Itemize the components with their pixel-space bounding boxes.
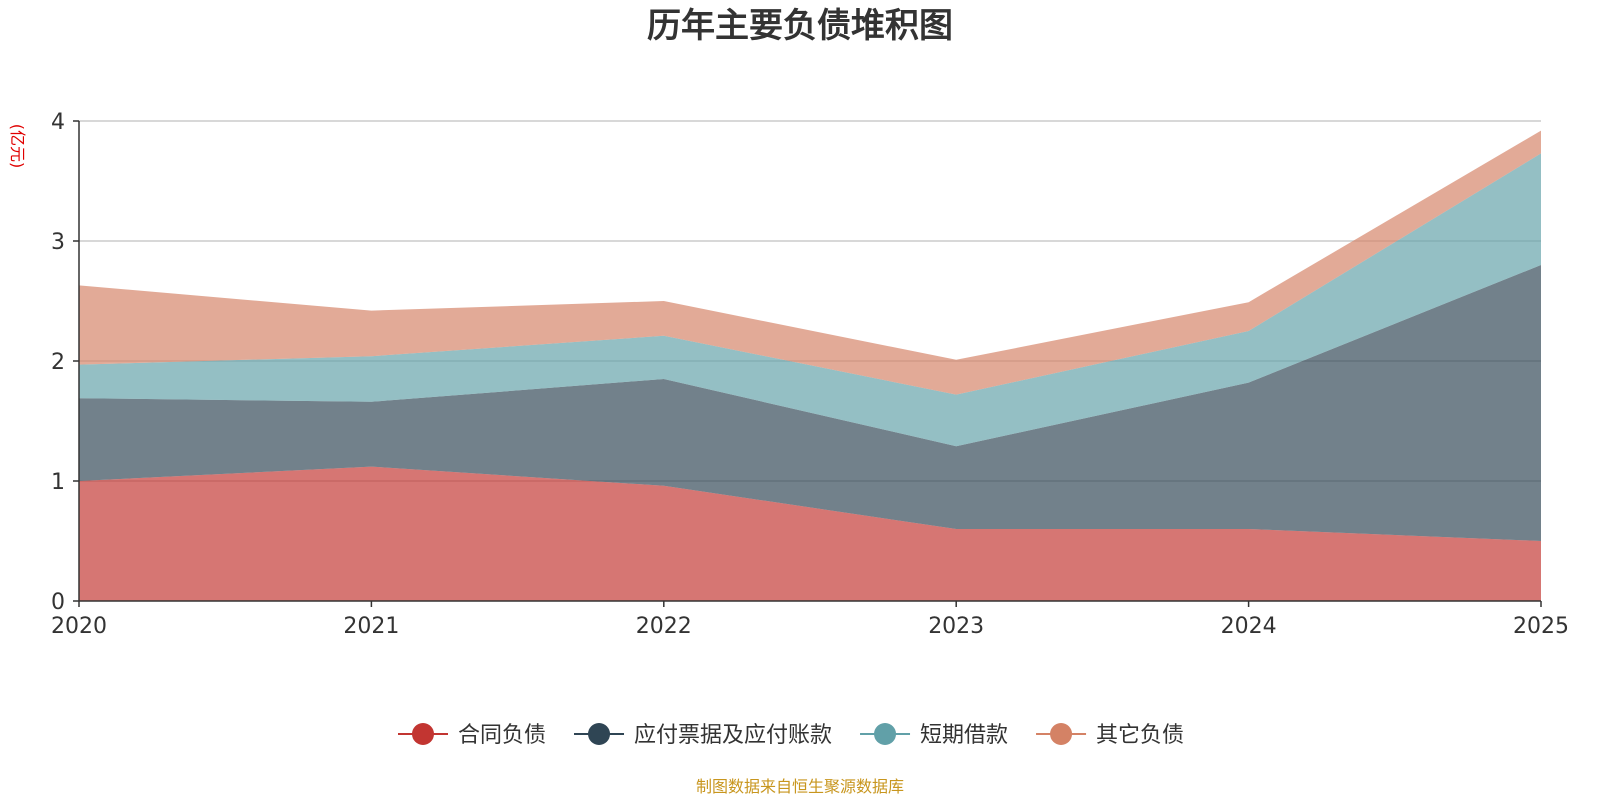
chart-title: 历年主要负债堆积图 (647, 6, 953, 46)
y-tick-label: 1 (51, 470, 65, 495)
area-series-group (79, 130, 1541, 601)
area-series-4 (79, 130, 1541, 395)
legend: 合同负债 应付票据及应付账款 短期借款 其它负债 (398, 723, 1184, 748)
legend-item: 其它负债 (1036, 723, 1184, 748)
x-tick-label: 2021 (343, 614, 399, 639)
legend-item: 应付票据及应付账款 (574, 723, 832, 748)
legend-marker (1050, 723, 1073, 745)
y-tick-label: 0 (51, 590, 65, 615)
legend-label: 短期借款 (920, 723, 1008, 748)
area-series-1 (79, 466, 1541, 601)
x-tick-label: 2020 (51, 614, 107, 639)
axes: 0 1 2 3 4 2020 2021 2022 2023 2024 2025 (51, 110, 1569, 639)
x-tick-label: 2024 (1221, 614, 1277, 639)
legend-label: 应付票据及应付账款 (634, 723, 832, 748)
area-series-2 (79, 265, 1541, 541)
legend-item: 合同负债 (398, 723, 546, 748)
y-tick-label: 2 (51, 350, 65, 375)
legend-item: 短期借款 (860, 723, 1008, 748)
source-note: 制图数据来自恒生聚源数据库 (696, 777, 904, 796)
x-tick-label: 2025 (1513, 614, 1569, 639)
legend-label: 合同负债 (458, 723, 546, 748)
area-series-3 (79, 153, 1541, 447)
legend-label: 其它负债 (1096, 723, 1184, 748)
x-tick-label: 2023 (928, 614, 984, 639)
legend-marker (874, 723, 897, 745)
legend-marker (412, 723, 434, 745)
legend-marker (588, 723, 611, 745)
y-tick-label: 3 (51, 230, 65, 255)
x-tick-label: 2022 (636, 614, 692, 639)
unit-label: (亿元) (8, 124, 27, 169)
y-tick-label: 4 (51, 110, 65, 135)
